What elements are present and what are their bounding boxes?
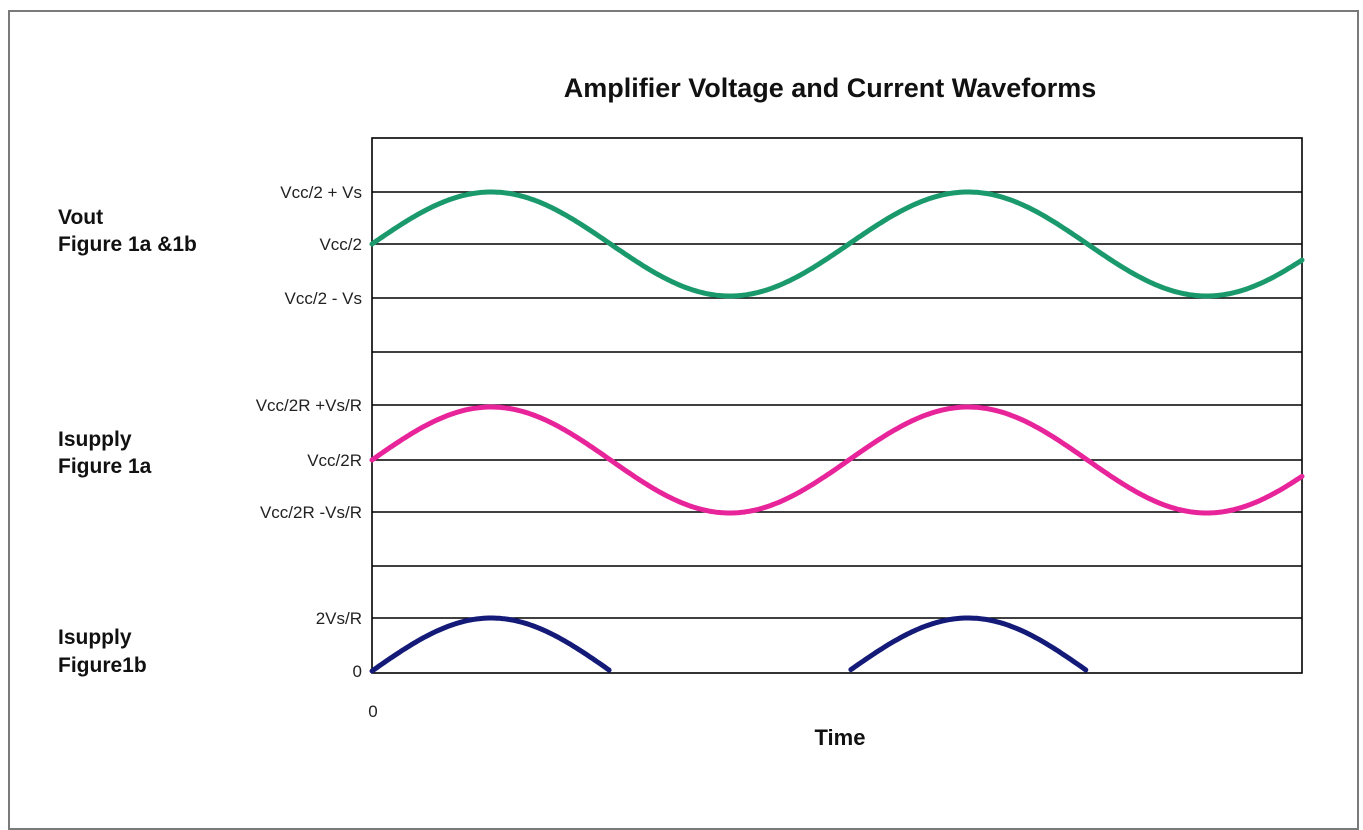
series-line-2-0	[369, 615, 612, 674]
y-tick-label: Vcc/2R +Vs/R	[256, 396, 362, 415]
y-tick-label: 2Vs/R	[316, 609, 362, 628]
series-line-1-0	[369, 404, 1305, 516]
y-tick-labels: Vcc/2 + Vs Vcc/2 Vcc/2 - Vs Vcc/2R +Vs/R Vcc…	[256, 183, 362, 681]
group-labels: Vout Figure 1a &1b Isupply Figure 1a Isupply…	[58, 206, 197, 677]
group-label: Figure1b	[58, 654, 147, 677]
grid-lines	[372, 191, 1302, 619]
chart-title: Amplifier Voltage and Current Waveforms	[564, 73, 1097, 103]
chart-frame	[8, 10, 1359, 830]
series-line-2-1	[848, 615, 1089, 673]
group-label: Figure 1a	[58, 455, 152, 478]
group-label: Isupply	[58, 428, 132, 451]
y-tick-label: Vcc/2 + Vs	[280, 183, 362, 202]
x-axis-label: Time	[815, 725, 866, 750]
y-tick-label: Vcc/2R	[307, 451, 362, 470]
group-label: Vout	[58, 206, 103, 229]
series-line-0-0	[369, 189, 1305, 299]
y-tick-label: Vcc/2	[319, 235, 362, 254]
y-tick-label: Vcc/2 - Vs	[285, 289, 362, 308]
x-tick-label-0: 0	[368, 702, 377, 721]
y-tick-label: 0	[353, 662, 362, 681]
y-tick-label: Vcc/2R -Vs/R	[260, 503, 362, 522]
group-label: Figure 1a &1b	[58, 233, 197, 256]
series-layer	[369, 189, 1305, 674]
plot-area	[371, 137, 1303, 674]
group-label: Isupply	[58, 626, 132, 649]
